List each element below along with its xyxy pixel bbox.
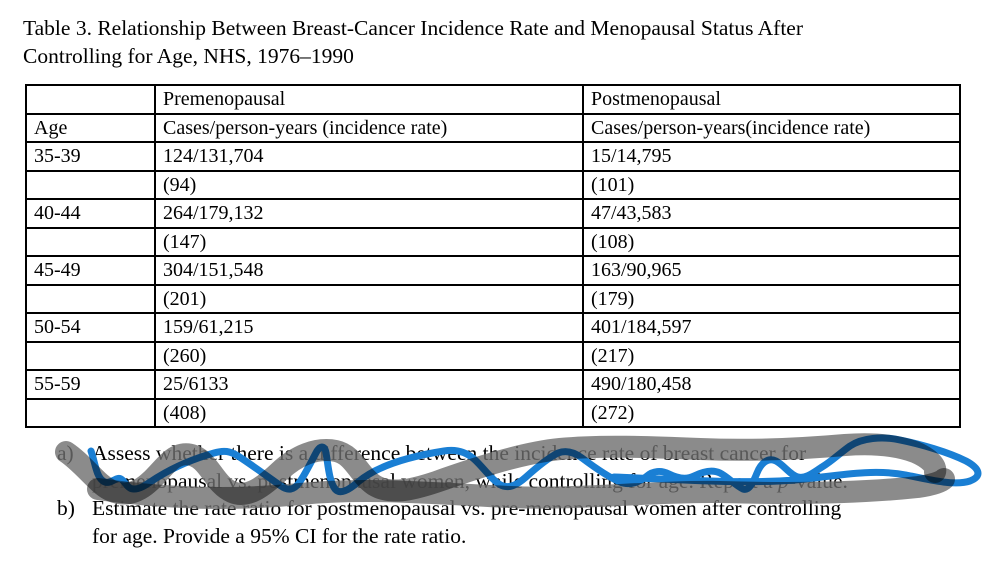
table-cell-postmenopausal-header: Postmenopausal (582, 84, 961, 115)
table-caption-line2: Controlling for Age, NHS, 1976–1990 (23, 44, 354, 68)
table-cell: (147) (154, 226, 584, 257)
table-caption-line1: Table 3. Relationship Between Breast-Can… (23, 16, 804, 40)
table-cell-premenopausal-header: Premenopausal (154, 84, 584, 115)
question-a-marker: a) (57, 441, 74, 465)
table-cell (25, 169, 156, 200)
table-row: 35-39 124/131,704 15/14,795 (25, 141, 961, 172)
table-cell: (272) (582, 397, 961, 428)
table-row-column-headers: Age Cases/person-years (incidence rate) … (25, 112, 961, 143)
question-b-marker: b) (57, 496, 75, 520)
incidence-table: Premenopausal Postmenopausal Age Cases/p… (25, 84, 961, 428)
table-cell: 47/43,583 (582, 198, 961, 229)
table-cell: 15/14,795 (582, 141, 961, 172)
question-a-line1: Assess whether there is a difference bet… (92, 441, 807, 465)
question-b: b) Estimate the rate ratio for postmenop… (57, 495, 977, 550)
table-row: 40-44 264/179,132 47/43,583 (25, 198, 961, 229)
table-cell: Cases/person-years (incidence rate) (154, 112, 584, 143)
table-caption: Table 3. Relationship Between Breast-Can… (23, 14, 963, 70)
table-cell (25, 84, 156, 115)
table-row: (147) (108) (25, 226, 961, 257)
questions-block: a) Assess whether there is a difference … (57, 440, 977, 550)
table-cell: 163/90,965 (582, 255, 961, 286)
table-cell: 264/179,132 (154, 198, 584, 229)
table-cell: (260) (154, 340, 584, 371)
table-cell: Cases/person-years(incidence rate) (582, 112, 961, 143)
table-cell: 35-39 (25, 141, 156, 172)
table-row: (201) (179) (25, 283, 961, 314)
table-cell: (108) (582, 226, 961, 257)
table-row: 50-54 159/61,215 401/184,597 (25, 312, 961, 343)
table-row-group-headers: Premenopausal Postmenopausal (25, 84, 961, 115)
question-b-text: Estimate the rate ratio for postmenopaus… (92, 495, 977, 550)
table-cell: 490/180,458 (582, 369, 961, 400)
table-cell: 304/151,548 (154, 255, 584, 286)
table-cell: 50-54 (25, 312, 156, 343)
table-cell: (217) (582, 340, 961, 371)
table-cell: (94) (154, 169, 584, 200)
question-b-line2: for age. Provide a 95% CI for the rate r… (92, 523, 467, 548)
question-a-pvalue-italic: p (778, 468, 789, 493)
table-row: 45-49 304/151,548 163/90,965 (25, 255, 961, 286)
table-row: (94) (101) (25, 169, 961, 200)
table-cell: (179) (582, 283, 961, 314)
question-b-line1: Estimate the rate ratio for postmenopaus… (92, 496, 842, 520)
table-cell: 124/131,704 (154, 141, 584, 172)
table-row: 55-59 25/6133 490/180,458 (25, 369, 961, 400)
table-cell-age-header: Age (25, 112, 156, 143)
table-cell: 401/184,597 (582, 312, 961, 343)
table-cell: 45-49 (25, 255, 156, 286)
table-cell: 159/61,215 (154, 312, 584, 343)
table-cell (25, 340, 156, 371)
question-a-line2-pre: premenopausal vs. postmenopausal women, … (92, 468, 779, 493)
table-cell: 55-59 (25, 369, 156, 400)
table-cell: (408) (154, 397, 584, 428)
table-row: (260) (217) (25, 340, 961, 371)
question-a-line2-post: -value. (788, 468, 848, 493)
table-cell (25, 226, 156, 257)
table-cell: 40-44 (25, 198, 156, 229)
table-cell: (201) (154, 283, 584, 314)
question-a-text: Assess whether there is a difference bet… (92, 440, 977, 495)
table-cell: (101) (582, 169, 961, 200)
question-a: a) Assess whether there is a difference … (57, 440, 977, 495)
table-row: (408) (272) (25, 397, 961, 428)
table-cell (25, 397, 156, 428)
table-cell: 25/6133 (154, 369, 584, 400)
table-cell (25, 283, 156, 314)
